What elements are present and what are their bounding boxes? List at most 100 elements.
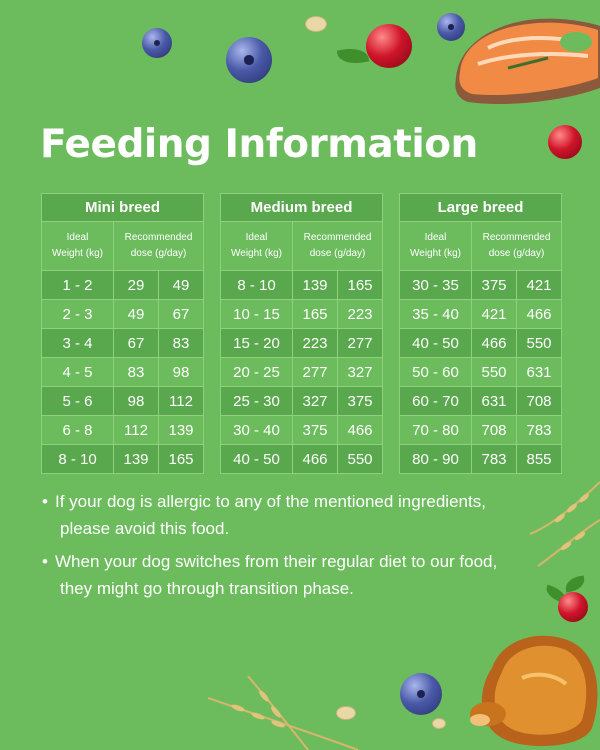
dose-max-cell: 783 — [515, 415, 563, 445]
dose-max-cell: 327 — [336, 357, 384, 387]
weight-cell: 10 - 15 — [220, 299, 293, 329]
weight-cell: 15 - 20 — [220, 328, 293, 358]
weight-cell: 6 - 8 — [41, 415, 114, 445]
dose-min-cell: 49 — [113, 299, 159, 329]
weight-cell: 2 - 3 — [41, 299, 114, 329]
weight-cell: 80 - 90 — [399, 444, 472, 474]
weight-cell: 4 - 5 — [41, 357, 114, 387]
dose-min-cell: 466 — [471, 328, 517, 358]
cranberry-icon — [366, 24, 412, 68]
dose-min-cell: 375 — [292, 415, 338, 445]
cranberry-icon — [558, 592, 588, 622]
weight-cell: 70 - 80 — [399, 415, 472, 445]
table-row: 6 - 8 112 139 — [41, 415, 205, 445]
note-text: please avoid this food. — [60, 519, 230, 538]
bullet-icon: • — [42, 552, 48, 571]
table-row: 5 - 6 98 112 — [41, 386, 205, 416]
bullet-icon: • — [42, 492, 48, 511]
note-text: If your dog is allergic to any of the me… — [55, 492, 486, 511]
table-row: 10 - 15 165 223 — [220, 299, 384, 329]
oat-flake-icon — [432, 718, 446, 729]
weight-cell: 3 - 4 — [41, 328, 114, 358]
dose-min-cell: 783 — [471, 444, 517, 474]
weight-cell: 30 - 35 — [399, 270, 472, 300]
table-title: Mini breed — [40, 193, 205, 222]
weight-cell: 30 - 40 — [220, 415, 293, 445]
table-row: 25 - 30 327 375 — [220, 386, 384, 416]
dose-max-cell: 165 — [336, 270, 384, 300]
weight-cell: 40 - 50 — [399, 328, 472, 358]
medium-breed-table: Medium breed Ideal Weight (kg) Recommende… — [219, 193, 384, 474]
dose-max-cell: 375 — [336, 386, 384, 416]
leaf-icon — [336, 45, 370, 67]
table-row: 60 - 70 631 708 — [399, 386, 563, 416]
dose-max-cell: 421 — [515, 270, 563, 300]
dose-min-cell: 708 — [471, 415, 517, 445]
weight-cell: 8 - 10 — [41, 444, 114, 474]
weight-cell: 50 - 60 — [399, 357, 472, 387]
roast-chicken-icon — [470, 635, 598, 747]
oat-flake-icon — [336, 706, 356, 720]
table-row: 70 - 80 708 783 — [399, 415, 563, 445]
dose-max-cell: 83 — [157, 328, 205, 358]
dose-min-cell: 29 — [113, 270, 159, 300]
dose-max-cell: 631 — [515, 357, 563, 387]
page-title: Feeding Information — [40, 122, 478, 167]
dose-max-cell: 98 — [157, 357, 205, 387]
table-row: 8 - 10 139 165 — [220, 270, 384, 300]
dose-max-cell: 550 — [336, 444, 384, 474]
weight-column-header: Ideal Weight (kg) — [41, 221, 114, 271]
weight-cell: 25 - 30 — [220, 386, 293, 416]
salmon-steak-icon — [455, 18, 600, 105]
table-row: 40 - 50 466 550 — [220, 444, 384, 474]
dose-min-cell: 550 — [471, 357, 517, 387]
cranberry-icon — [548, 125, 582, 159]
blueberry-icon — [142, 28, 172, 58]
note-text: When your dog switches from their regula… — [55, 552, 498, 571]
dose-max-cell: 550 — [515, 328, 563, 358]
large-breed-table: Large breed Ideal Weight (kg) Recommended… — [398, 193, 563, 474]
dose-min-cell: 165 — [292, 299, 338, 329]
dose-min-cell: 139 — [113, 444, 159, 474]
mini-breed-table: Mini breed Ideal Weight (kg) Recommended d… — [40, 193, 205, 474]
dose-min-cell: 67 — [113, 328, 159, 358]
blueberry-icon — [226, 37, 272, 83]
note-item: • If your dog is allergic to any of the … — [42, 488, 542, 542]
dose-min-cell: 139 — [292, 270, 338, 300]
dose-max-cell: 223 — [336, 299, 384, 329]
dose-max-cell: 67 — [157, 299, 205, 329]
weight-column-header: Ideal Weight (kg) — [399, 221, 472, 271]
wheat-icon — [530, 481, 600, 567]
leaf-icon — [563, 575, 587, 593]
dose-min-cell: 98 — [113, 386, 159, 416]
dose-column-header: Recommended dose (g/day) — [112, 221, 205, 271]
dose-min-cell: 375 — [471, 270, 517, 300]
table-row: 30 - 35 375 421 — [399, 270, 563, 300]
table-title: Medium breed — [219, 193, 384, 222]
wheat-icon — [208, 676, 358, 750]
weight-cell: 8 - 10 — [220, 270, 293, 300]
note-text: they might go through transition phase. — [60, 579, 354, 598]
table-row: 4 - 5 83 98 — [41, 357, 205, 387]
dose-min-cell: 466 — [292, 444, 338, 474]
weight-cell: 5 - 6 — [41, 386, 114, 416]
dose-min-cell: 83 — [113, 357, 159, 387]
table-row: 35 - 40 421 466 — [399, 299, 563, 329]
table-row: 40 - 50 466 550 — [399, 328, 563, 358]
dose-max-cell: 277 — [336, 328, 384, 358]
feeding-notes: • If your dog is allergic to any of the … — [42, 488, 542, 608]
dose-max-cell: 708 — [515, 386, 563, 416]
blueberry-icon — [400, 673, 442, 715]
weight-cell: 60 - 70 — [399, 386, 472, 416]
dose-column-header: Recommended dose (g/day) — [291, 221, 384, 271]
table-title: Large breed — [398, 193, 563, 222]
table-row: 80 - 90 783 855 — [399, 444, 563, 474]
table-row: 15 - 20 223 277 — [220, 328, 384, 358]
dose-min-cell: 277 — [292, 357, 338, 387]
weight-cell: 40 - 50 — [220, 444, 293, 474]
dose-min-cell: 327 — [292, 386, 338, 416]
table-row: 3 - 4 67 83 — [41, 328, 205, 358]
dose-max-cell: 466 — [336, 415, 384, 445]
dose-max-cell: 165 — [157, 444, 205, 474]
blueberry-icon — [437, 13, 465, 41]
